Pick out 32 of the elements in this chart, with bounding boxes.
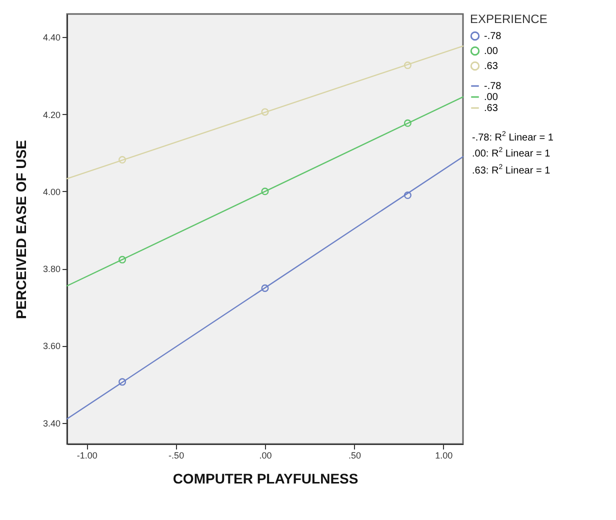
point bbox=[404, 192, 412, 200]
point bbox=[118, 378, 126, 386]
text: .63: R$^{2}$ Linear = 1 bbox=[472, 162, 552, 177]
point bbox=[404, 62, 412, 70]
y-tick-label: 3.40 bbox=[42, 418, 60, 428]
text: -.78: R$^{2}$ Linear = 1 bbox=[472, 130, 554, 144]
point bbox=[118, 156, 126, 164]
legend-label: .63 bbox=[484, 103, 498, 114]
x-tick-label: .00 bbox=[259, 450, 272, 460]
point bbox=[261, 108, 269, 116]
y-tick-label: 4.00 bbox=[42, 186, 60, 197]
x-tick-label: .50 bbox=[348, 450, 361, 460]
point bbox=[118, 256, 126, 264]
legend-label: .63 bbox=[484, 61, 498, 72]
y-tick-label: 3.60 bbox=[42, 341, 60, 352]
legend-label: .00 bbox=[484, 46, 498, 57]
text: .00: R$^{2}$ Linear = 1 bbox=[472, 146, 552, 161]
point bbox=[261, 284, 269, 292]
point bbox=[261, 188, 269, 196]
y-axis-title: PERCEIVED EASE OF USE bbox=[12, 140, 29, 319]
x-axis-title: COMPUTER PLAYFULNESS bbox=[172, 470, 358, 486]
legend-label: -.78 bbox=[484, 81, 502, 92]
y-tick-label: 4.40 bbox=[42, 32, 60, 43]
legend-label: -.78 bbox=[484, 31, 502, 42]
legend-title: EXPERIENCE bbox=[470, 12, 548, 26]
x-tick-label: 1.00 bbox=[435, 450, 453, 460]
legend-label: .00 bbox=[484, 92, 498, 103]
y-tick-label: 3.80 bbox=[42, 264, 60, 274]
point bbox=[404, 119, 412, 127]
x-tick-label: -.50 bbox=[168, 450, 184, 460]
x-tick-label: -1.00 bbox=[76, 450, 98, 460]
y-tick-label: 4.20 bbox=[42, 110, 60, 120]
